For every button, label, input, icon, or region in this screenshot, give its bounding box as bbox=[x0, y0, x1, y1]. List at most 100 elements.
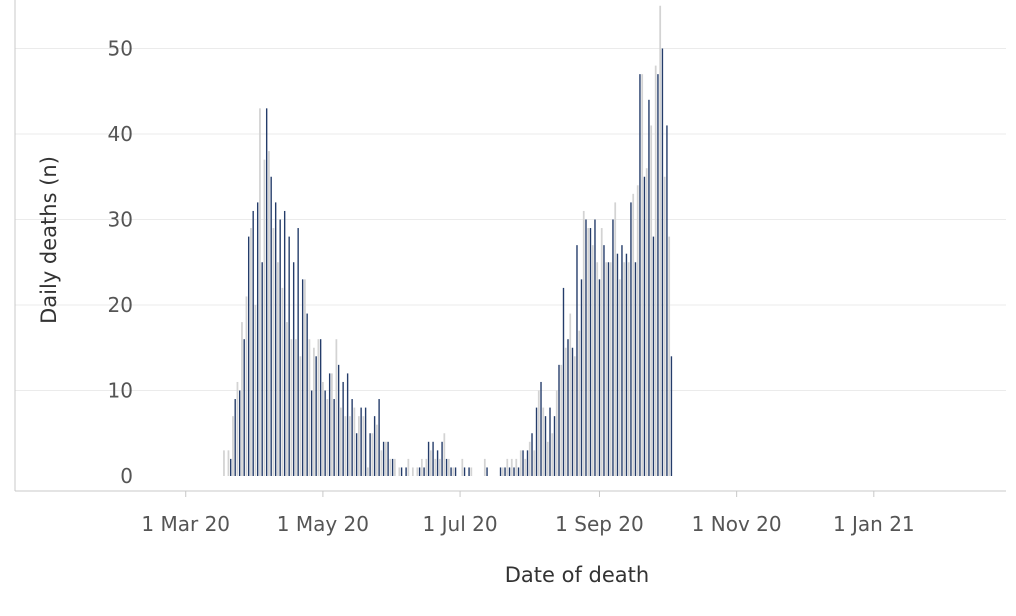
bar bbox=[355, 433, 358, 476]
bar bbox=[286, 322, 288, 476]
bar bbox=[299, 356, 302, 476]
bar bbox=[470, 467, 473, 476]
bar bbox=[450, 467, 452, 476]
bar bbox=[540, 381, 542, 476]
bar bbox=[578, 330, 581, 476]
bar bbox=[645, 168, 648, 476]
bar bbox=[582, 210, 585, 476]
bar bbox=[524, 458, 527, 476]
bar bbox=[398, 467, 401, 476]
x-axis-title: Date of death bbox=[505, 563, 649, 587]
bar bbox=[315, 356, 317, 476]
x-tick-label: 1 Sep 20 bbox=[555, 512, 644, 536]
bar bbox=[560, 364, 563, 476]
bar bbox=[326, 399, 329, 476]
bar bbox=[641, 74, 644, 477]
bar bbox=[261, 262, 263, 476]
bar bbox=[519, 450, 522, 476]
bar bbox=[504, 467, 506, 476]
bar bbox=[364, 407, 367, 476]
bar bbox=[245, 296, 248, 476]
bar bbox=[587, 228, 590, 476]
bar bbox=[304, 279, 306, 476]
bar bbox=[659, 5, 662, 476]
bar bbox=[429, 450, 432, 476]
bar bbox=[232, 416, 234, 476]
bar bbox=[486, 467, 488, 476]
bar bbox=[362, 416, 365, 476]
bar bbox=[405, 467, 407, 476]
bar bbox=[317, 339, 320, 476]
bar bbox=[607, 262, 610, 476]
bar bbox=[281, 287, 284, 476]
bar bbox=[259, 108, 261, 476]
bar bbox=[295, 339, 297, 476]
bar bbox=[270, 176, 272, 476]
bar bbox=[252, 210, 254, 476]
bar bbox=[564, 347, 567, 476]
bar bbox=[389, 458, 392, 476]
bar bbox=[436, 450, 439, 476]
bar bbox=[328, 373, 331, 476]
bar bbox=[447, 458, 450, 476]
bar bbox=[241, 322, 243, 476]
bar bbox=[265, 108, 268, 476]
bar bbox=[515, 458, 518, 476]
bar bbox=[371, 433, 374, 476]
bar bbox=[522, 450, 524, 476]
bar bbox=[250, 228, 252, 476]
bar bbox=[553, 416, 556, 476]
bar bbox=[268, 151, 270, 476]
y-tick-label: 20 bbox=[108, 293, 133, 317]
bar bbox=[420, 458, 423, 476]
y-axis-title: Daily deaths (n) bbox=[37, 156, 61, 324]
bar bbox=[663, 176, 666, 476]
bar bbox=[239, 390, 241, 476]
bar bbox=[369, 433, 371, 476]
bar bbox=[654, 65, 657, 476]
y-tick-label: 30 bbox=[108, 208, 133, 232]
bar bbox=[290, 339, 293, 476]
grid-layer bbox=[15, 48, 1006, 391]
bar bbox=[351, 399, 353, 476]
bar bbox=[234, 399, 236, 476]
bar bbox=[508, 467, 511, 476]
bar bbox=[627, 262, 630, 476]
bar bbox=[573, 356, 576, 476]
bar bbox=[416, 467, 419, 476]
bar bbox=[598, 279, 601, 476]
bar bbox=[322, 381, 324, 476]
bar bbox=[288, 236, 290, 476]
bar bbox=[454, 467, 457, 476]
bar bbox=[263, 159, 266, 476]
bar bbox=[441, 441, 443, 476]
bar bbox=[499, 467, 502, 476]
bar bbox=[407, 458, 410, 476]
bar bbox=[636, 185, 639, 477]
bar bbox=[666, 125, 668, 476]
axes-layer bbox=[14, 0, 1006, 492]
bar bbox=[643, 176, 646, 476]
bar bbox=[468, 467, 470, 476]
bar bbox=[650, 125, 653, 476]
bar bbox=[614, 202, 617, 476]
bar bbox=[342, 381, 344, 476]
bar bbox=[506, 458, 509, 476]
bar bbox=[391, 458, 394, 476]
bar bbox=[623, 262, 626, 476]
y-tick-label: 50 bbox=[108, 37, 133, 61]
x-tick-label: 1 Jan 21 bbox=[833, 512, 915, 536]
bar bbox=[630, 202, 632, 476]
bar bbox=[340, 407, 342, 476]
bar bbox=[254, 305, 257, 476]
bar bbox=[603, 245, 605, 476]
bar bbox=[513, 467, 515, 476]
bar bbox=[274, 202, 277, 476]
y-tick-label: 0 bbox=[120, 464, 133, 488]
bar bbox=[657, 74, 659, 477]
bar bbox=[605, 262, 608, 476]
bar bbox=[632, 193, 635, 476]
bar bbox=[308, 339, 311, 476]
bar bbox=[443, 433, 446, 476]
bar bbox=[306, 313, 308, 476]
